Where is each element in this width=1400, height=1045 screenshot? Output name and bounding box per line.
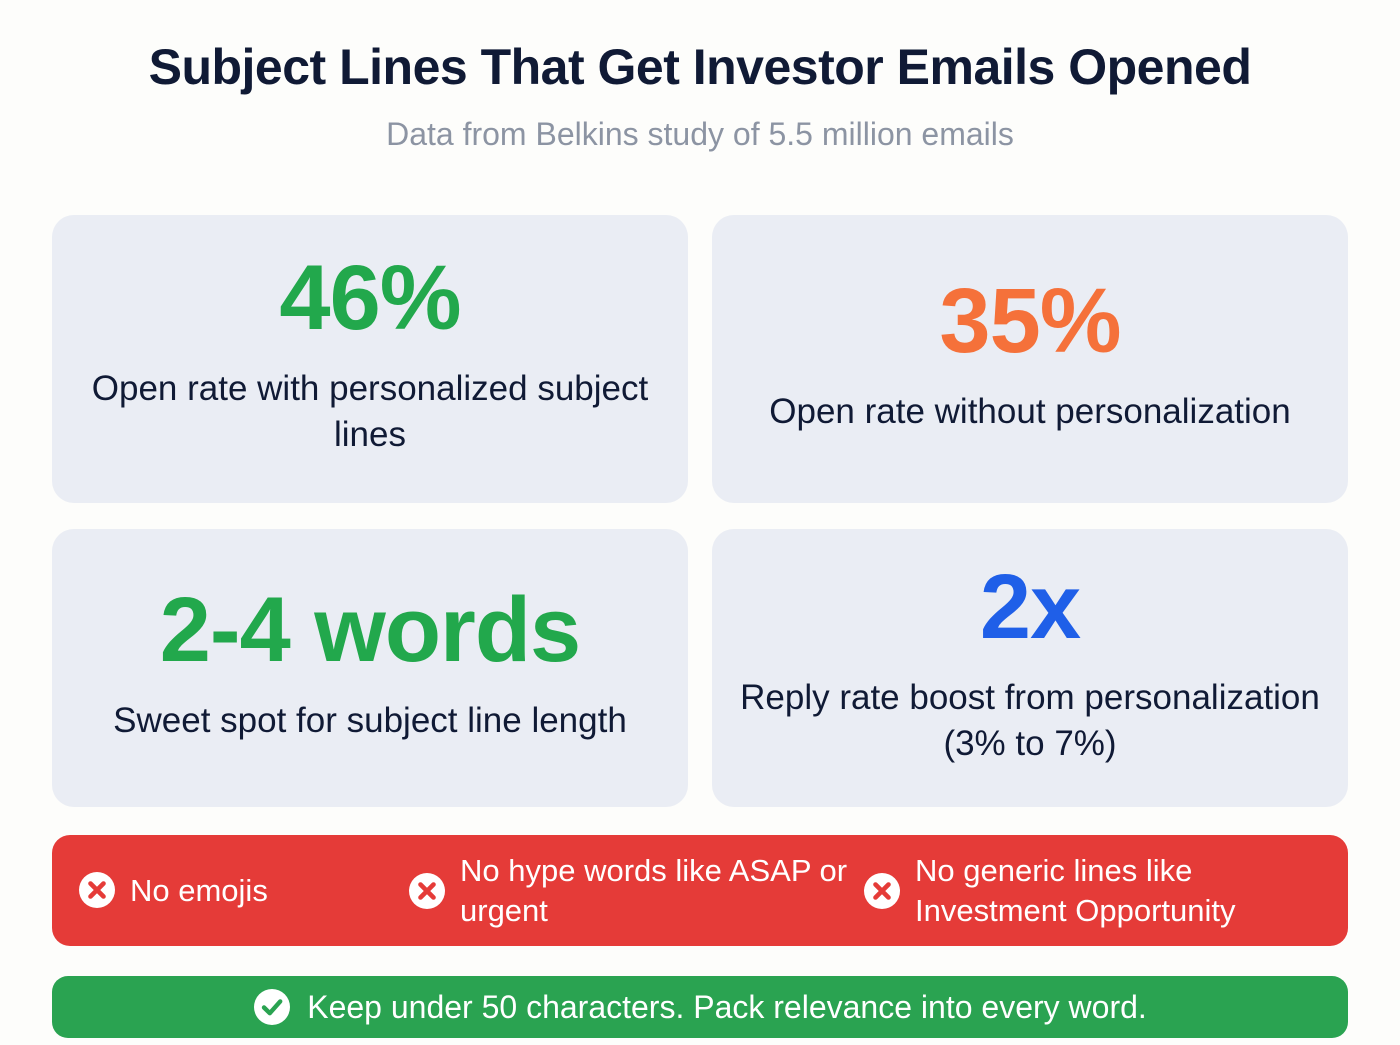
header: Subject Lines That Get Investor Emails O… bbox=[0, 0, 1400, 152]
stat-value: 46% bbox=[279, 246, 461, 349]
stat-card-open-rate-no-personalization: 35% Open rate without personalization bbox=[712, 215, 1348, 503]
tip-text: Keep under 50 characters. Pack relevance… bbox=[307, 989, 1147, 1025]
warning-item-no-generic-lines: No generic lines like Investment Opportu… bbox=[863, 851, 1326, 930]
stat-card-subject-line-length: 2-4 words Sweet spot for subject line le… bbox=[52, 529, 688, 807]
stat-label: Reply rate boost from personalization (3… bbox=[740, 677, 1320, 763]
stat-value: 2-4 words bbox=[159, 578, 581, 681]
stat-label: Sweet spot for subject line length bbox=[113, 700, 627, 740]
warning-item-no-emojis: No emojis bbox=[78, 871, 408, 910]
stat-card-reply-rate-boost: 2x Reply rate boost from personalization… bbox=[712, 529, 1348, 807]
stat-label: Open rate without personalization bbox=[769, 391, 1291, 431]
warning-item-no-hype-words: No hype words like ASAP or urgent bbox=[408, 851, 863, 930]
stat-value: 35% bbox=[939, 269, 1121, 372]
page-subtitle: Data from Belkins study of 5.5 million e… bbox=[386, 116, 1014, 152]
stat-value: 2x bbox=[979, 555, 1081, 658]
warning-text: No emojis bbox=[130, 872, 268, 908]
tip-bar: Keep under 50 characters. Pack relevance… bbox=[52, 976, 1348, 1038]
page-title: Subject Lines That Get Investor Emails O… bbox=[148, 39, 1252, 95]
stat-card-open-rate-personalized: 46% Open rate with personalized subject … bbox=[52, 215, 688, 503]
circle-x-icon bbox=[79, 872, 115, 909]
circle-check-icon bbox=[254, 989, 291, 1025]
warning-text: No hype words like ASAP or urgent bbox=[460, 853, 848, 928]
warnings-bar: No emojis No hype words like ASAP or urg… bbox=[52, 835, 1348, 946]
circle-x-icon bbox=[409, 872, 445, 909]
circle-x-icon bbox=[864, 872, 900, 909]
stat-label: Open rate with personalized subject line… bbox=[91, 368, 649, 454]
warning-text: No generic lines like Investment Opportu… bbox=[915, 853, 1236, 928]
stat-card-grid: 46% Open rate with personalized subject … bbox=[52, 215, 1348, 807]
